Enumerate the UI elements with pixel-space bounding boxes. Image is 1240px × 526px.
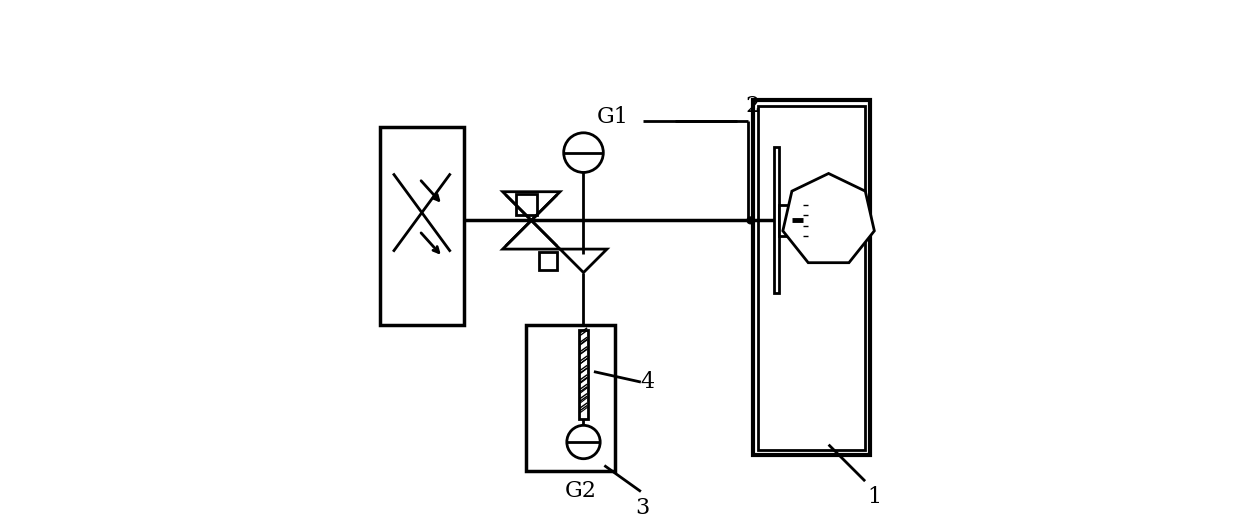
- Bar: [779, 205, 792, 236]
- Circle shape: [746, 217, 754, 224]
- Bar: [753, 100, 870, 455]
- Bar: [516, 194, 537, 215]
- Bar: [381, 127, 464, 325]
- Text: G2: G2: [565, 480, 596, 502]
- Polygon shape: [560, 249, 606, 272]
- Bar: [539, 252, 558, 270]
- Bar: [526, 325, 615, 471]
- Bar: [774, 147, 779, 294]
- Bar: [758, 106, 866, 450]
- Polygon shape: [782, 174, 874, 262]
- Text: 3: 3: [636, 497, 650, 519]
- Text: G1: G1: [596, 106, 629, 128]
- Text: 2: 2: [745, 95, 759, 117]
- Circle shape: [567, 426, 600, 459]
- Text: 4: 4: [641, 371, 655, 393]
- Bar: [579, 330, 588, 419]
- Text: 1: 1: [868, 487, 882, 508]
